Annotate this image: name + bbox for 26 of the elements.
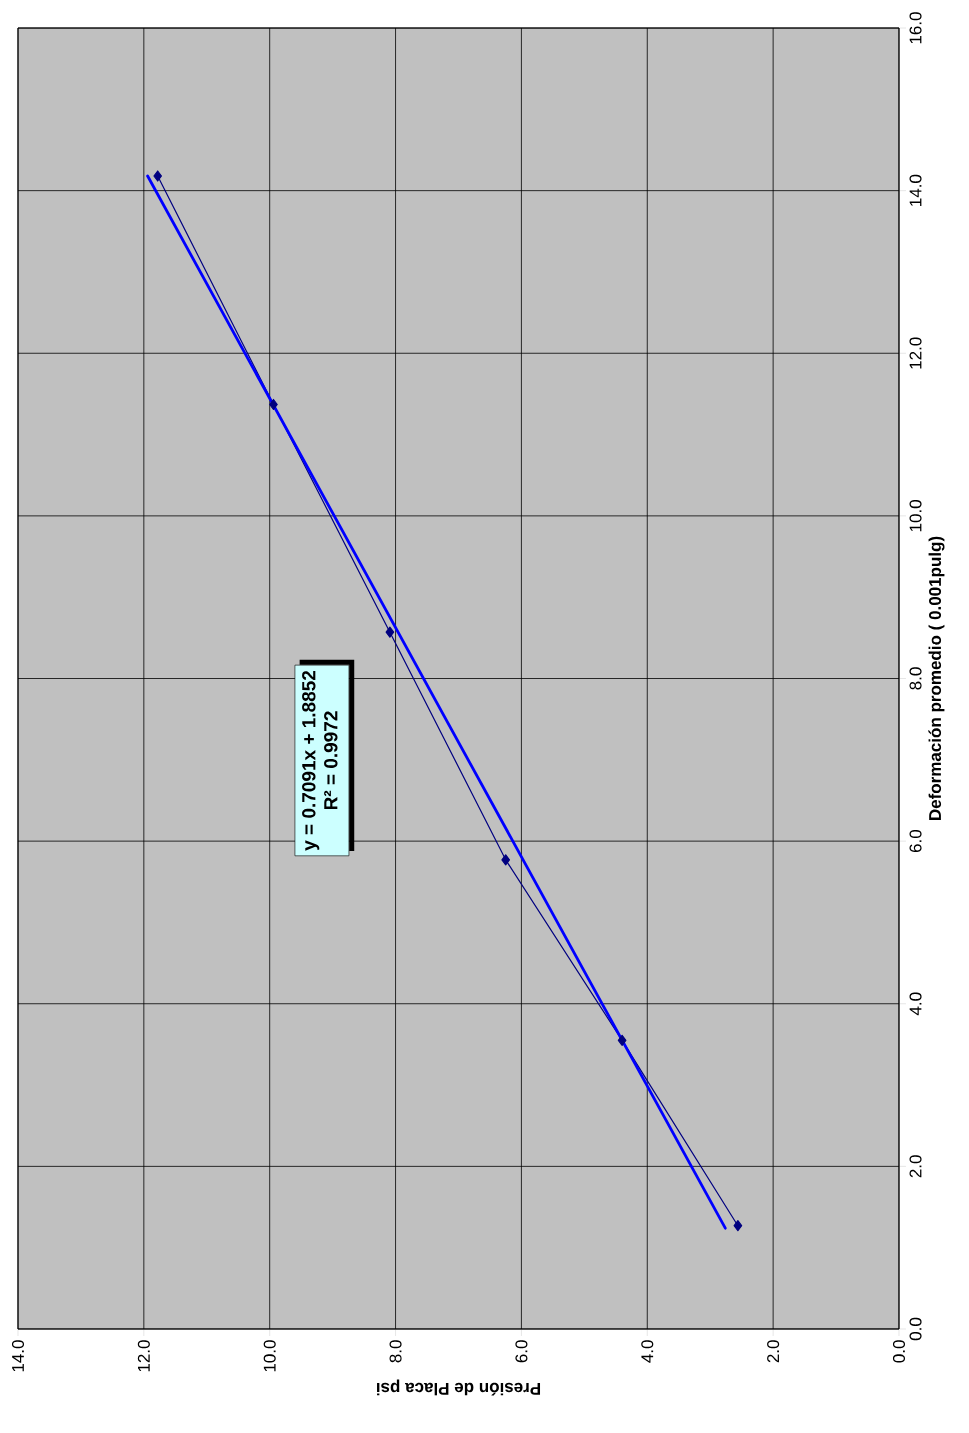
x-tick-label: 12.0 [137,1340,150,1372]
x-axis-title: Presión de Placa psi [377,1379,541,1396]
x-tick-label: 4.0 [641,1340,654,1363]
x-tick-label: 0.0 [892,1340,906,1363]
point [501,854,511,866]
y-tick-label: 8.0 [909,667,922,690]
y-tick-label: 2.0 [909,1155,922,1178]
annotation: R² = 0.9972 [324,711,338,810]
point [617,1034,627,1046]
x-tick-label: 14.0 [11,1340,25,1372]
point [733,1220,743,1232]
y-tick-label: 6.0 [909,829,922,853]
y-tick-label: 0.0 [909,1317,922,1341]
y-tick-label: 10.0 [909,500,922,532]
x-tick-label: 2.0 [767,1340,780,1363]
y-tick-label: 12.0 [909,337,922,369]
point [153,170,163,182]
x-tick-label: 6.0 [515,1340,528,1363]
y-tick-label: 16.0 [909,12,922,44]
annotation: y = 0.7091x + 1.8852 [302,670,320,851]
y-axis-title: Deformación promedio ( 0.001pulg) [928,536,945,820]
y-tick-label: 14.0 [909,174,922,206]
x-tick-label: 10.0 [263,1340,276,1372]
point [385,626,395,638]
x-tick-label: 8.0 [389,1340,402,1363]
y-tick-label: 4.0 [909,992,922,1016]
